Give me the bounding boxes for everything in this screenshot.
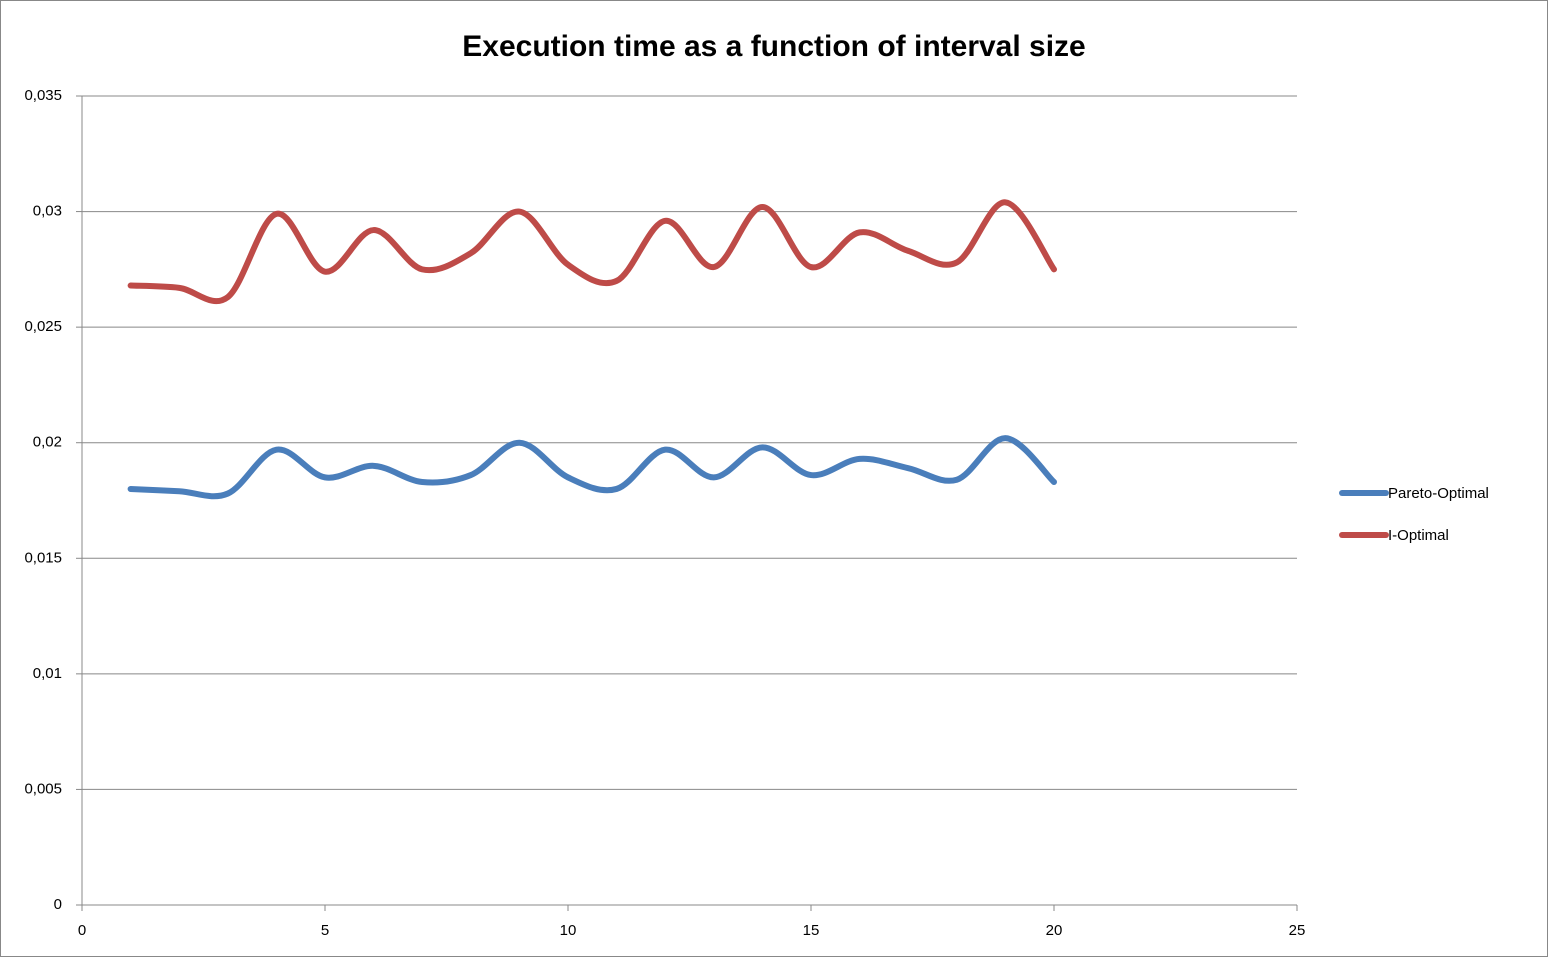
data-line <box>127 199 1057 305</box>
legend-label: Pareto-Optimal <box>1388 485 1489 502</box>
y-tick-label: 0 <box>54 896 62 913</box>
y-tick-label: 0,015 <box>24 549 62 566</box>
x-tick-label: 25 <box>1289 922 1306 939</box>
y-tick-label: 0,01 <box>33 665 62 682</box>
y-tick-label: 0,005 <box>24 780 62 797</box>
x-tick-label: 0 <box>78 922 86 939</box>
y-tick-label: 0,025 <box>24 318 62 335</box>
legend-label: I-Optimal <box>1388 527 1449 544</box>
x-tick-label: 15 <box>803 922 820 939</box>
x-tick-label: 20 <box>1046 922 1063 939</box>
x-tick-label: 5 <box>321 922 329 939</box>
y-tick-label: 0,03 <box>33 203 62 220</box>
chart-title: Execution time as a function of interval… <box>462 30 1085 63</box>
x-tick-label: 10 <box>560 922 577 939</box>
y-tick-label: 0,02 <box>33 434 62 451</box>
data-line <box>127 435 1057 500</box>
y-tick-label: 0,035 <box>24 87 62 104</box>
